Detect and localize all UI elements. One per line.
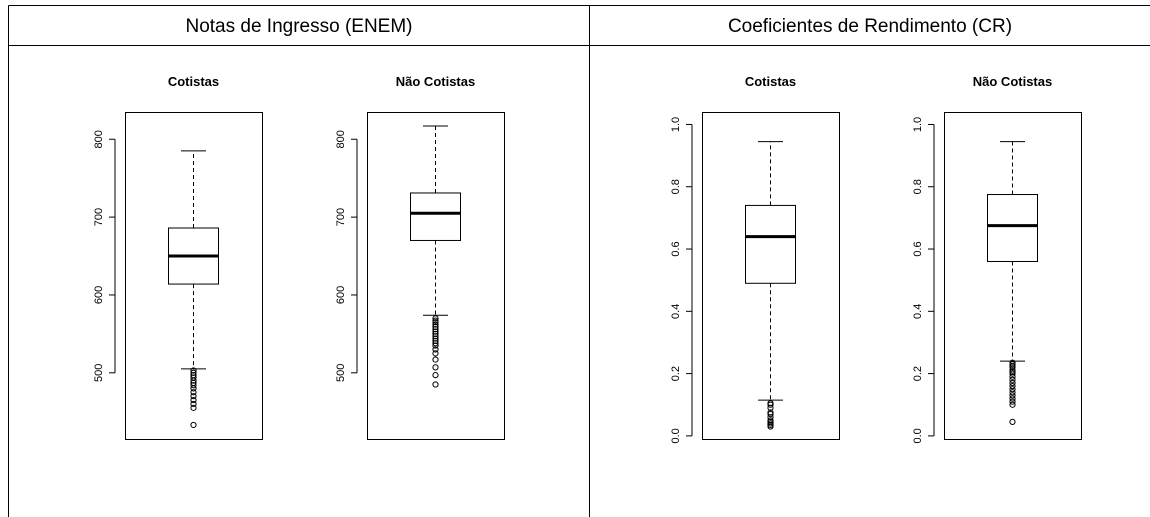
outlier-point — [432, 381, 439, 388]
y-tick-label: 700 — [93, 208, 105, 226]
outlier-point — [190, 369, 197, 376]
outlier-point — [190, 382, 197, 389]
y-tick-label: 800 — [93, 130, 105, 148]
iqr-box — [410, 192, 461, 241]
outlier-point — [1009, 401, 1016, 408]
outlier-point — [1009, 395, 1016, 402]
outlier-point — [190, 377, 197, 384]
panel-enem-cotistas: Cotistas 500 600 700 800 — [93, 74, 263, 440]
panel-cr-nao-cotistas: Não Cotistas 0.0 0.2 0.4 0.6 0.8 1.0 — [912, 74, 1082, 444]
outlier-point — [432, 333, 439, 340]
outlier-point — [190, 385, 197, 392]
column-header-cr: Coeficientes de Rendimento (CR) — [728, 16, 1012, 37]
plot-frame — [367, 112, 505, 440]
outlier-point — [190, 367, 197, 374]
outlier-point — [767, 414, 774, 421]
outlier-point — [767, 404, 774, 411]
plot-frame — [125, 112, 263, 440]
column-header-enem: Notas de Ingresso (ENEM) — [185, 16, 412, 37]
outlier-point — [1009, 382, 1016, 390]
outlier-point — [1009, 398, 1016, 405]
outlier-point — [1009, 370, 1016, 377]
y-tick-label: 0.6 — [912, 241, 924, 256]
outlier-point — [432, 321, 439, 328]
panel-cr-cotistas: Cotistas 0.0 0.2 0.4 0.6 0.8 1.0 — [670, 74, 840, 444]
outlier-point — [432, 323, 439, 330]
outlier-point — [190, 393, 197, 400]
outlier-point — [767, 401, 774, 408]
y-tick-label: 600 — [93, 286, 105, 304]
y-tick-label: 0.2 — [670, 366, 682, 381]
outlier-point — [190, 396, 197, 404]
outlier-point — [767, 423, 774, 430]
outlier-point — [432, 340, 439, 347]
outlier-point — [1009, 364, 1016, 371]
iqr-box — [987, 194, 1038, 262]
y-tick-label: 1.0 — [912, 117, 924, 132]
outlier-point — [432, 372, 439, 379]
table-grid — [8, 5, 1150, 517]
outlier-point — [190, 404, 197, 411]
outlier-point — [1009, 418, 1016, 425]
plot-frame — [944, 112, 1082, 440]
outlier-point — [1009, 386, 1016, 393]
y-tick-label: 0.4 — [912, 304, 924, 319]
y-tick-label: 0.8 — [670, 179, 682, 194]
outlier-point — [432, 319, 439, 326]
y-tick-label: 1.0 — [670, 117, 682, 132]
outlier-point — [432, 326, 439, 333]
y-tick-label: 700 — [335, 208, 347, 226]
y-tick-label: 800 — [335, 130, 347, 148]
outlier-point — [432, 346, 439, 353]
outlier-point — [767, 410, 774, 418]
outlier-point — [432, 364, 439, 371]
panel-title: Cotistas — [745, 74, 796, 89]
outlier-point — [1009, 389, 1016, 396]
y-tick-label: 0.6 — [670, 241, 682, 256]
outlier-point — [432, 356, 439, 363]
panel-title: Cotistas — [168, 74, 219, 89]
outlier-point — [432, 315, 439, 322]
y-tick-label: 500 — [93, 364, 105, 382]
y-tick-label: 0.0 — [670, 428, 682, 443]
y-tick-label: 0.8 — [912, 179, 924, 194]
y-tick-label: 0.0 — [912, 428, 924, 443]
outlier-point — [432, 350, 439, 357]
outlier-point — [432, 328, 439, 335]
outlier-point — [190, 400, 197, 408]
outlier-point — [1009, 373, 1016, 380]
outlier-point — [432, 342, 439, 349]
outlier-point — [190, 421, 197, 429]
outlier-point — [432, 330, 439, 337]
y-tick-label: 600 — [335, 286, 347, 304]
iqr-box — [745, 204, 796, 284]
y-tick-label: 500 — [335, 364, 347, 382]
outlier-point — [1009, 376, 1016, 383]
outlier-point — [1009, 379, 1016, 387]
panel-enem-nao-cotistas: Não Cotistas 500 600 700 800 — [335, 74, 505, 440]
plot-frame — [702, 112, 840, 440]
y-tick-label: 0.2 — [912, 366, 924, 381]
outlier-point — [432, 337, 439, 344]
outlier-point — [190, 389, 197, 396]
panel-title: Não Cotistas — [973, 74, 1052, 89]
panel-title: Não Cotistas — [396, 74, 475, 89]
outlier-point — [1009, 392, 1016, 399]
outlier-point — [432, 335, 439, 342]
y-tick-label: 0.4 — [670, 304, 682, 319]
